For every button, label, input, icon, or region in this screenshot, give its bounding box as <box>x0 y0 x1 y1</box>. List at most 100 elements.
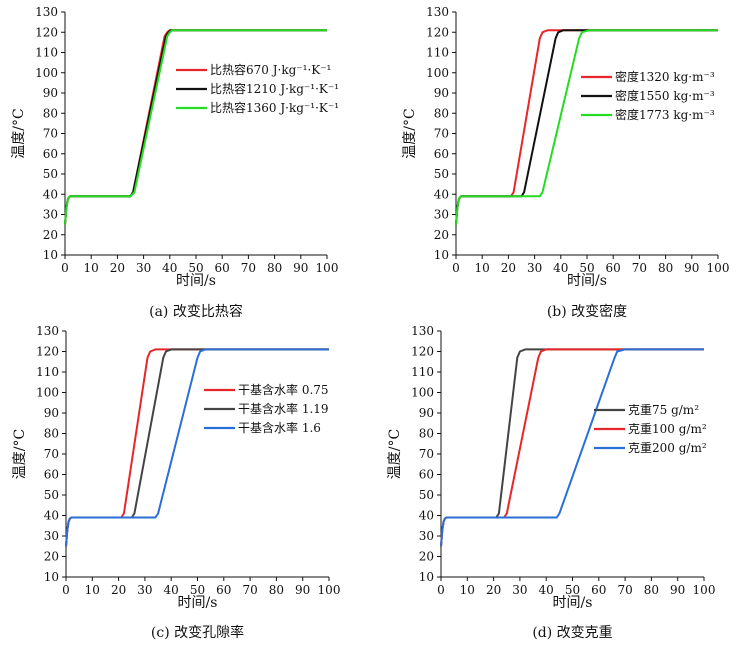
x-tick-label: 0 <box>452 261 460 275</box>
legend: 干基含水率 0.75 干基含水率 1.19 干基含水率 1.6 <box>204 382 329 435</box>
x-tick-label: 100 <box>316 261 339 275</box>
y-tick-label: 70 <box>43 127 58 141</box>
panel-caption-b: (b) 改变密度 <box>547 303 627 320</box>
legend-entry: 比热容670 J·kg⁻¹·K⁻¹ <box>210 62 331 77</box>
x-tick-label: 0 <box>61 261 69 275</box>
x-axis-title: 时间/s <box>178 595 218 611</box>
y-tick-label: 50 <box>434 167 449 181</box>
legend: 克重75 g/m² 克重100 g/m² 克重200 g/m² <box>594 403 707 455</box>
x-tick-label: 90 <box>293 261 308 275</box>
y-tick-label: 30 <box>44 529 59 543</box>
y-axis-title: 温度/°C <box>402 108 418 158</box>
panel-caption-d: (d) 改变克重 <box>532 625 612 641</box>
y-tick-label: 120 <box>36 345 59 359</box>
y-tick-label: 30 <box>43 208 58 222</box>
y-tick-label: 60 <box>43 147 58 161</box>
x-tick-label: 80 <box>267 261 282 275</box>
chart-panel-c: 0 10 20 30 40 50 60 70 80 90 100102030405060708090… <box>12 324 340 641</box>
y-tick-label: 110 <box>36 365 59 379</box>
y-tick-label: 120 <box>35 25 58 39</box>
x-tick-label: 50 <box>579 261 594 275</box>
y-tick-label: 80 <box>434 106 449 120</box>
x-tick-label: 90 <box>670 583 685 597</box>
chart-panel-b: 0 10 20 30 40 50 60 70 80 90 100102030405060708090… <box>402 5 729 320</box>
y-tick-label: 40 <box>43 187 58 201</box>
x-tick-label: 70 <box>617 583 632 597</box>
x-tick-label: 50 <box>190 583 205 597</box>
y-tick-label: 30 <box>434 208 449 222</box>
x-tick-label: 40 <box>539 583 554 597</box>
legend-entry: 克重200 g/m² <box>628 441 707 455</box>
x-tick-label: 10 <box>84 261 99 275</box>
x-tick-label: 80 <box>269 583 284 597</box>
y-tick-label: 10 <box>419 570 434 584</box>
x-tick-label: 0 <box>62 583 70 597</box>
y-tick-label: 130 <box>411 324 434 338</box>
legend-entry: 密度1320 kg·m⁻³ <box>615 69 715 84</box>
panel-caption-a: (a) 改变比热容 <box>149 303 243 320</box>
x-tick-label: 40 <box>553 261 568 275</box>
x-tick-label: 60 <box>216 583 231 597</box>
y-tick-label: 80 <box>44 427 59 441</box>
y-tick-label: 10 <box>44 570 59 584</box>
legend-entry: 干基含水率 1.6 <box>238 420 321 435</box>
legend-entry: 干基含水率 0.75 <box>238 382 329 397</box>
x-tick-label: 20 <box>111 583 126 597</box>
x-tick-label: 80 <box>658 261 673 275</box>
y-tick-label: 70 <box>419 447 434 461</box>
x-tick-label: 10 <box>475 261 490 275</box>
x-tick-label: 100 <box>318 583 341 597</box>
series-line-3 <box>64 29 327 225</box>
x-tick-label: 50 <box>565 583 580 597</box>
legend-entry: 克重100 g/m² <box>628 422 707 436</box>
x-tick-label: 30 <box>136 261 151 275</box>
y-tick-label: 60 <box>434 147 449 161</box>
x-tick-label: 70 <box>632 261 647 275</box>
x-tick-label: 60 <box>606 261 621 275</box>
y-axis-title: 温度/°C <box>12 429 28 479</box>
y-tick-label: 90 <box>43 86 58 100</box>
y-tick-label: 80 <box>419 427 434 441</box>
x-tick-label: 80 <box>644 583 659 597</box>
chart-panel-d: 0 10 20 30 40 50 60 70 80 90 100102030405060708090… <box>387 324 715 641</box>
legend-entry: 干基含水率 1.19 <box>238 401 329 416</box>
x-tick-label: 90 <box>295 583 310 597</box>
x-axis-title: 时间/s <box>176 273 216 289</box>
legend-entry: 克重75 g/m² <box>628 403 699 417</box>
x-tick-label: 60 <box>591 583 606 597</box>
series-line-3 <box>455 29 718 225</box>
y-tick-label: 10 <box>434 248 449 262</box>
x-tick-label: 0 <box>437 583 445 597</box>
y-tick-label: 20 <box>44 550 59 564</box>
x-tick-label: 10 <box>460 583 475 597</box>
y-tick-label: 130 <box>35 5 58 19</box>
y-tick-label: 50 <box>43 167 58 181</box>
y-tick-label: 110 <box>35 46 58 60</box>
y-tick-label: 120 <box>411 345 434 359</box>
x-tick-label: 40 <box>162 261 177 275</box>
y-tick-label: 110 <box>426 46 449 60</box>
x-tick-label: 20 <box>486 583 501 597</box>
x-tick-label: 30 <box>512 583 527 597</box>
x-tick-label: 50 <box>188 261 203 275</box>
x-tick-label: 30 <box>527 261 542 275</box>
y-tick-label: 130 <box>426 5 449 19</box>
x-tick-label: 90 <box>684 261 699 275</box>
y-axis-title: 温度/°C <box>387 429 403 479</box>
x-tick-label: 30 <box>137 583 152 597</box>
y-tick-label: 20 <box>434 228 449 242</box>
y-tick-label: 70 <box>434 127 449 141</box>
legend-entry: 比热容1210 J·kg⁻¹·K⁻¹ <box>210 81 339 96</box>
y-tick-label: 60 <box>419 468 434 482</box>
x-tick-label: 40 <box>164 583 179 597</box>
y-tick-label: 110 <box>411 365 434 379</box>
y-tick-label: 100 <box>36 386 59 400</box>
legend-entry: 密度1550 kg·m⁻³ <box>615 88 715 103</box>
x-axis-title: 时间/s <box>553 595 593 611</box>
y-tick-label: 90 <box>419 406 434 420</box>
y-tick-label: 90 <box>44 406 59 420</box>
x-tick-label: 70 <box>242 583 257 597</box>
y-tick-label: 10 <box>43 248 58 262</box>
x-tick-label: 70 <box>241 261 256 275</box>
